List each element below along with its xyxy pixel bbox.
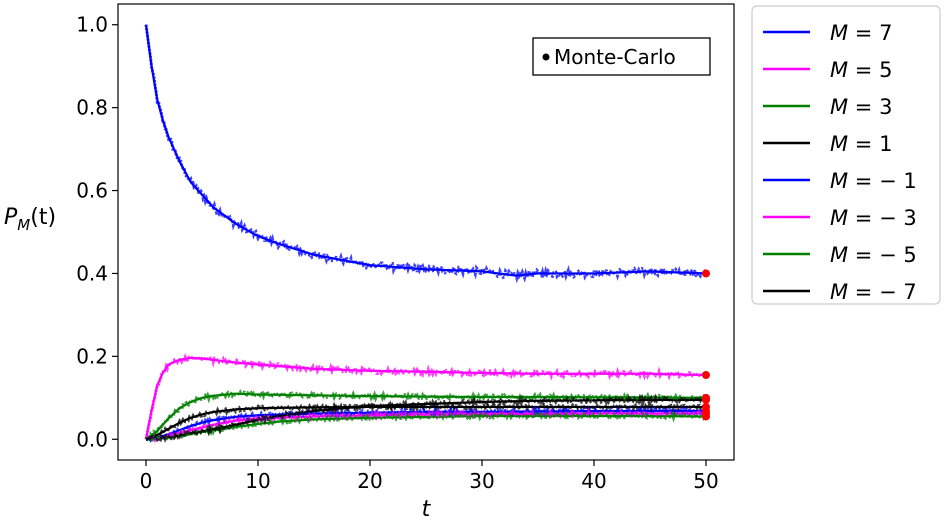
annotation-dot: [542, 53, 550, 61]
legend-label: M = 3: [830, 95, 892, 119]
legend-label: M = − 3: [830, 206, 917, 230]
monte-carlo-trace: [145, 393, 708, 444]
monte-carlo-trace: [144, 351, 708, 440]
y-tick-label: 1.0: [76, 13, 108, 37]
monte-carlo-trace: [145, 400, 707, 443]
legend-item: M = − 3: [763, 206, 917, 230]
legend-item: M = 5: [763, 58, 892, 82]
legend-item: M = − 5: [763, 243, 917, 267]
annotation-text: Monte-Carlo: [554, 45, 676, 69]
legend-label: M = − 7: [830, 280, 917, 304]
x-tick-label: 30: [469, 469, 494, 493]
final-value-marker: [702, 412, 710, 421]
x-tick-label: 10: [245, 469, 270, 493]
legend: M = 7 M = 5 M = 3 M = 1 M = − 1 M = − 3 M = − …: [751, 5, 941, 305]
monte-carlo-trace: [145, 410, 707, 443]
legend-label: M = 1: [830, 132, 892, 156]
legend-item: M = 3: [763, 95, 892, 119]
x-tick-label: 20: [357, 469, 382, 493]
x-tick-label: 50: [693, 469, 718, 493]
y-tick-label: 0.8: [76, 96, 108, 120]
final-markers: [702, 269, 710, 421]
legend-item: M = 1: [763, 132, 892, 156]
legend-item: M = 7: [763, 21, 892, 45]
monte-carlo-trace: [144, 24, 708, 284]
y-tick-label: 0.4: [76, 261, 108, 285]
x-tick-label: 0: [140, 469, 153, 493]
final-value-marker: [702, 395, 710, 404]
monte-carlo-points: [144, 24, 708, 444]
legend-label: M = − 1: [830, 169, 917, 193]
final-value-marker: [702, 371, 710, 380]
legend-item: M = − 7: [763, 280, 917, 304]
monte-carlo-trace: [145, 388, 708, 441]
legend-label: M = 5: [830, 58, 892, 82]
legend-box: [751, 5, 941, 305]
y-axis-label-text: PM(t): [4, 205, 56, 234]
x-axis-label: t: [422, 497, 432, 522]
x-tick-label: 40: [581, 469, 606, 493]
annotation-box: [532, 37, 711, 76]
monte-carlo-annotation: Monte-Carlo: [532, 37, 711, 76]
y-axis: 0.0 0.2 0.4 0.6 0.8 1.0: [76, 13, 118, 451]
plot-lines: [144, 24, 707, 441]
x-axis: 0 10 20 30 40 50: [140, 460, 719, 493]
final-value-marker: [702, 269, 710, 278]
y-tick-label: 0.2: [76, 344, 108, 368]
plot-frame: [117, 3, 735, 461]
y-tick-label: 0.6: [76, 179, 108, 203]
monte-carlo-trace: [145, 407, 708, 443]
legend-item: M = − 1: [763, 169, 917, 193]
legend-label: M = − 5: [830, 243, 917, 267]
y-tick-label: 0.0: [76, 427, 108, 451]
legend-label: M = 7: [830, 21, 892, 45]
y-axis-label: PM(t): [4, 205, 56, 234]
